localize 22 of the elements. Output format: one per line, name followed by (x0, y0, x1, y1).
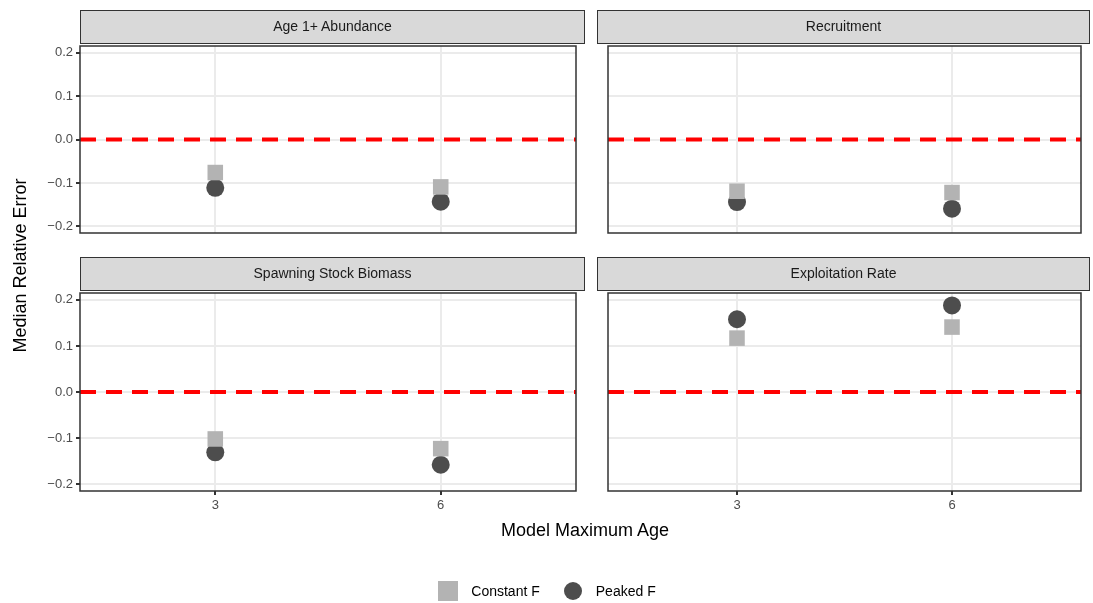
y-tick-label: −0.2 (47, 475, 73, 491)
x-tick-label: 6 (948, 497, 956, 513)
y-tick-label: 0.0 (54, 383, 73, 399)
y-tick-label: −0.1 (47, 174, 73, 190)
y-axis-title: Median Relative Error (9, 177, 31, 355)
x-tick-label: 3 (733, 497, 741, 513)
x-tick-label: 6 (437, 497, 445, 513)
y-tick-label: 0.2 (54, 291, 73, 307)
y-tick-label: −0.2 (47, 218, 73, 234)
y-tick-label: −0.1 (47, 429, 73, 445)
y-tick-label: 0.1 (54, 337, 73, 353)
legend-label: Peaked F (595, 583, 656, 599)
legend-label: Constant F (471, 583, 540, 599)
y-tick-label: 0.0 (54, 131, 73, 147)
chart-title: Age 1+ Abundance (80, 10, 585, 44)
y-tick-label: 0.1 (54, 87, 73, 103)
x-axis-title: Model Maximum Age (499, 520, 671, 541)
y-tick-label: 0.2 (54, 44, 73, 60)
chart-title: Recruitment (597, 10, 1090, 44)
chart-title: Spawning Stock Biomass (80, 257, 585, 291)
x-tick-label: 3 (211, 497, 219, 513)
chart-title: Exploitation Rate (597, 257, 1090, 291)
